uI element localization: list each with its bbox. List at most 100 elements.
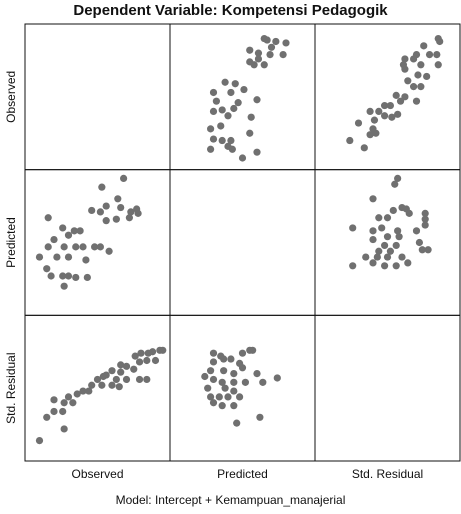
scatter-point — [247, 113, 255, 121]
scatter-point — [117, 368, 125, 376]
scatter-point — [381, 262, 389, 270]
scatter-point — [135, 358, 144, 366]
scatter-point — [246, 129, 254, 137]
scatter-point — [88, 381, 96, 389]
scatter-point — [373, 253, 381, 261]
scatter-point — [230, 387, 238, 395]
scatter-point — [50, 407, 58, 416]
scatter-point — [360, 144, 368, 152]
scatter-point — [414, 71, 422, 79]
row-label: Std. Residual — [4, 352, 18, 423]
scatter-point — [220, 367, 228, 375]
scatter-point — [209, 107, 218, 115]
scatter-point — [112, 215, 120, 223]
scatter-point — [386, 101, 394, 110]
scatter-point — [282, 39, 290, 47]
column-label: Std. Residual — [352, 467, 423, 481]
scatter-point — [64, 393, 73, 401]
scatter-point — [209, 349, 218, 357]
matrix-cell — [24, 169, 171, 316]
scatter-point — [254, 49, 263, 57]
scatter-point — [134, 209, 142, 217]
scatter-point — [218, 378, 226, 386]
matrix-cell — [314, 169, 461, 316]
scatter-point — [96, 208, 104, 216]
scatter-point — [218, 106, 226, 114]
scatter-point — [218, 136, 226, 145]
scatter-point — [220, 355, 228, 363]
scatter-point — [73, 390, 81, 398]
scatter-point — [404, 259, 412, 267]
scatter-point — [250, 61, 258, 69]
matrix-cell — [169, 23, 316, 171]
scatter-point — [64, 272, 73, 280]
scatter-point — [209, 358, 218, 366]
scatter-point — [209, 88, 218, 97]
scatter-point — [238, 364, 247, 372]
scatter-point — [98, 381, 106, 389]
scatter-point — [346, 136, 354, 145]
scatter-point — [272, 37, 280, 46]
scatter-point — [93, 375, 102, 384]
scatter-point — [231, 80, 239, 88]
scatter-point — [43, 265, 51, 273]
scatter-point — [230, 402, 238, 410]
scatter-point — [207, 145, 215, 153]
scatter-point — [395, 233, 403, 241]
scatter-point — [69, 399, 77, 407]
scatter-point — [392, 262, 400, 270]
scatter-point — [375, 107, 383, 115]
scatter-point — [259, 378, 267, 386]
scatter-point — [47, 272, 55, 280]
scatter-point — [230, 370, 238, 378]
scatter-point — [215, 393, 223, 401]
scatter-point — [418, 246, 426, 254]
scatter-point — [396, 97, 405, 105]
matrix-cell — [169, 314, 316, 462]
scatter-point — [204, 384, 212, 392]
scatter-point — [117, 361, 125, 369]
scatter-point — [415, 238, 423, 247]
scatter-point — [221, 384, 229, 392]
scatter-point — [64, 253, 73, 261]
scatter-point — [135, 375, 144, 384]
scatter-point — [394, 110, 402, 118]
scatter-point — [122, 362, 131, 370]
scatter-point — [83, 273, 91, 282]
scatter-point — [398, 253, 406, 261]
scatter-point — [260, 61, 268, 69]
scatter-point — [143, 375, 151, 384]
scatter-point — [112, 375, 120, 384]
scatter-point — [375, 214, 383, 222]
matrix-cell — [169, 169, 316, 316]
scatter-point — [369, 235, 377, 244]
scatter-point — [44, 243, 52, 251]
scatter-point — [404, 77, 412, 85]
scatter-point — [159, 346, 167, 354]
scatter-point — [381, 241, 389, 250]
scatter-point — [227, 136, 235, 145]
scatter-point — [234, 99, 242, 107]
scatter-point — [436, 37, 444, 46]
scatter-point — [212, 97, 220, 105]
matrix-cell — [24, 23, 171, 171]
scatter-point — [279, 50, 287, 59]
scatter-point — [362, 253, 370, 261]
scatter-point — [91, 243, 99, 251]
row-label: Observed — [4, 71, 18, 123]
scatter-point — [207, 367, 215, 375]
scatter-point — [131, 352, 139, 360]
scatter-point — [53, 253, 61, 261]
scatter-point — [79, 243, 87, 251]
scatter-point — [102, 217, 110, 225]
scatter-point — [410, 55, 418, 63]
matrix-cell — [314, 314, 461, 462]
scatter-point — [43, 413, 51, 421]
scatter-point — [96, 243, 104, 251]
scatter-point — [391, 180, 399, 188]
scatter-point — [108, 381, 116, 389]
scatter-point — [227, 355, 235, 363]
scatter-point — [401, 65, 409, 73]
scatter-point — [417, 61, 425, 69]
